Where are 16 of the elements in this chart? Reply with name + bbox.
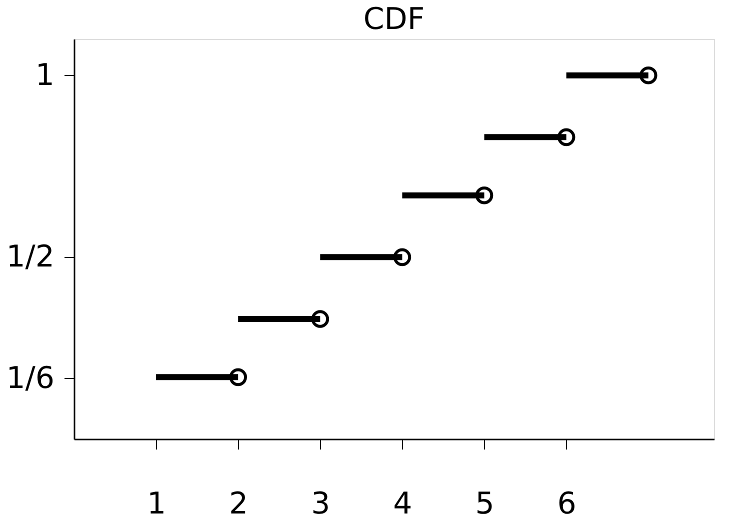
x-tick-label: 3: [311, 486, 330, 522]
point: [229, 368, 248, 386]
x-tick-label: 4: [393, 486, 412, 522]
y-tick-label: 1: [35, 58, 54, 93]
point: [475, 186, 494, 204]
y-tick-label: 1/2: [6, 240, 54, 275]
x-tick-label: 6: [557, 486, 576, 522]
y-tick-label: 1/6: [6, 360, 54, 396]
x-tick-label: 5: [475, 486, 494, 522]
point: [557, 128, 576, 146]
point: [393, 248, 412, 266]
x-tick-label: 2: [229, 486, 248, 522]
point: [639, 66, 658, 84]
chart-title: CDF: [363, 2, 425, 37]
x-tick-label: 1: [147, 486, 166, 522]
point: [311, 310, 330, 328]
